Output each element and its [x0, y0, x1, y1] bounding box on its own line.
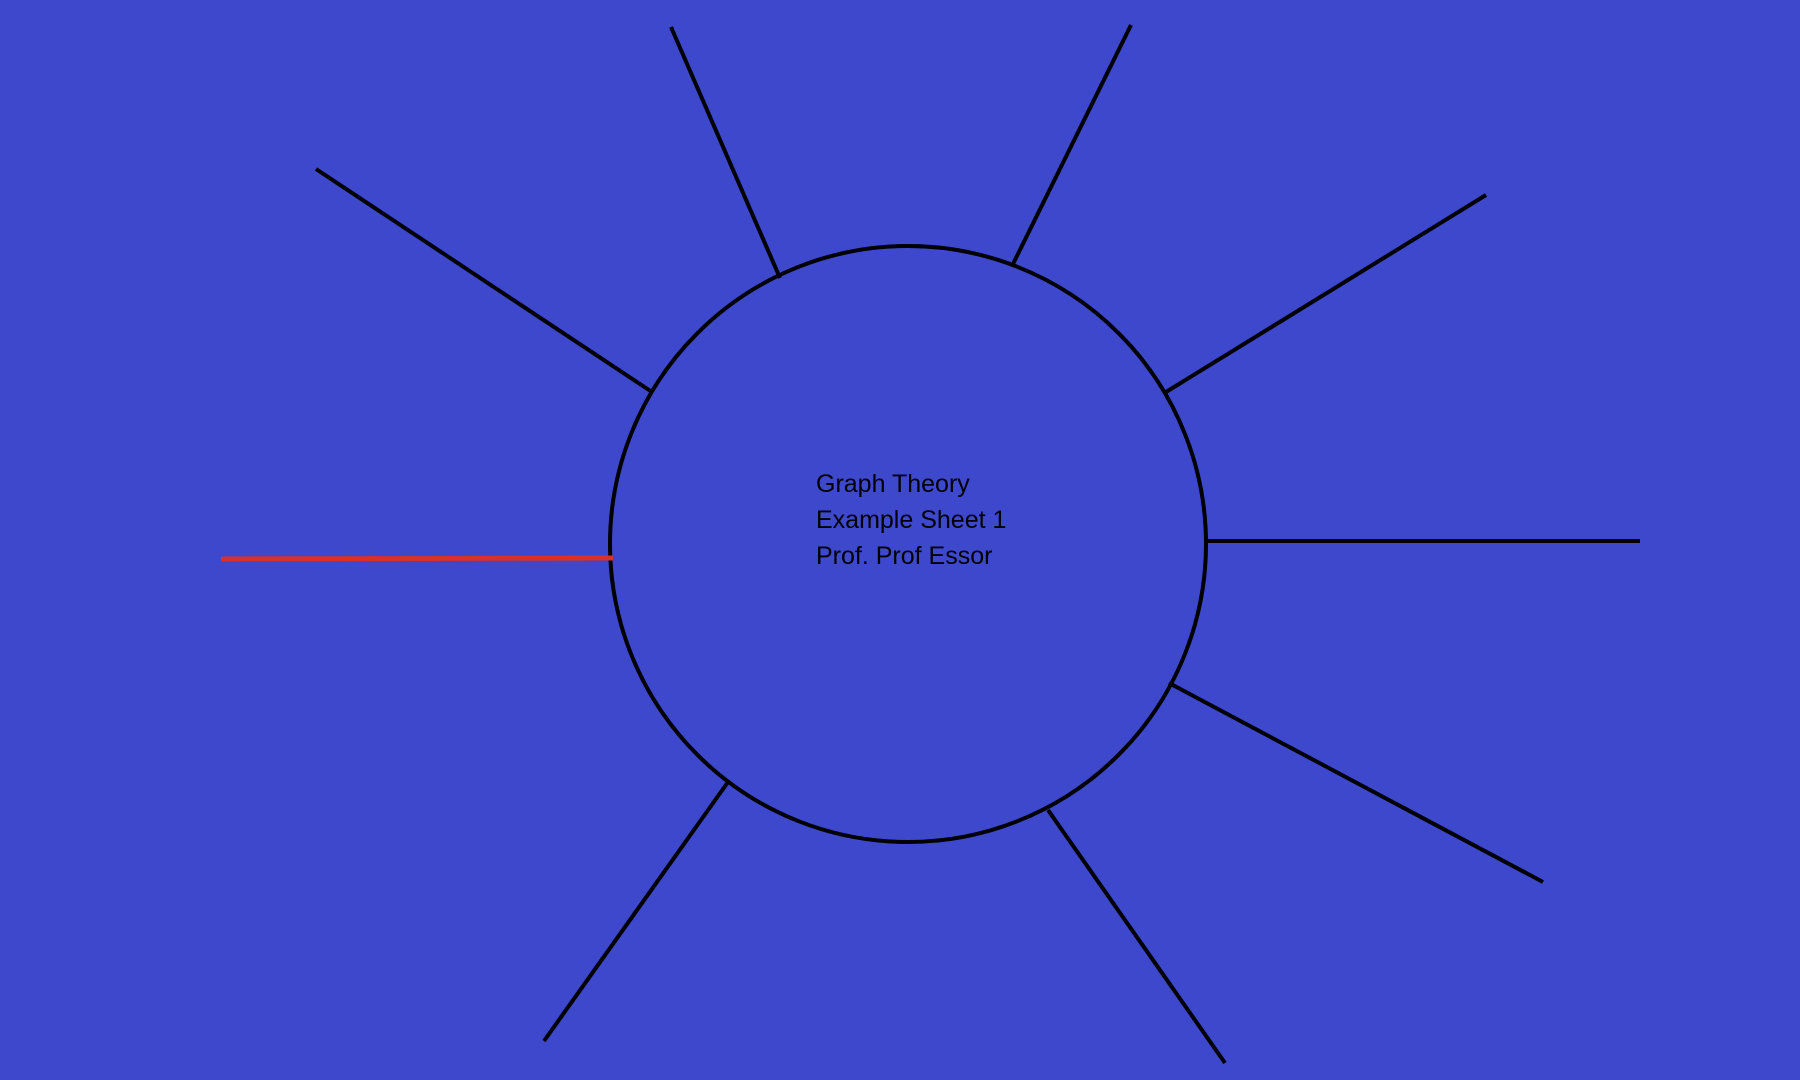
spoke-bottom-left	[542, 780, 730, 1043]
center-label-author: Prof. Prof Essor	[816, 542, 993, 570]
spoke-upper-left	[314, 167, 654, 394]
central-circle	[608, 244, 1208, 844]
center-label-subtitle: Example Sheet 1	[816, 506, 1007, 534]
spoke-left-highlight	[220, 555, 614, 562]
center-label: Graph Theory Example Sheet 1 Prof. Prof …	[816, 466, 1006, 574]
center-label-title: Graph Theory	[816, 470, 970, 498]
spoke-top-left	[669, 26, 782, 279]
spoke-lower-right	[1168, 681, 1544, 884]
spoke-bottom-right	[1046, 808, 1227, 1065]
spoke-top-right	[1010, 24, 1133, 267]
spoke-upper-right	[1164, 193, 1488, 394]
